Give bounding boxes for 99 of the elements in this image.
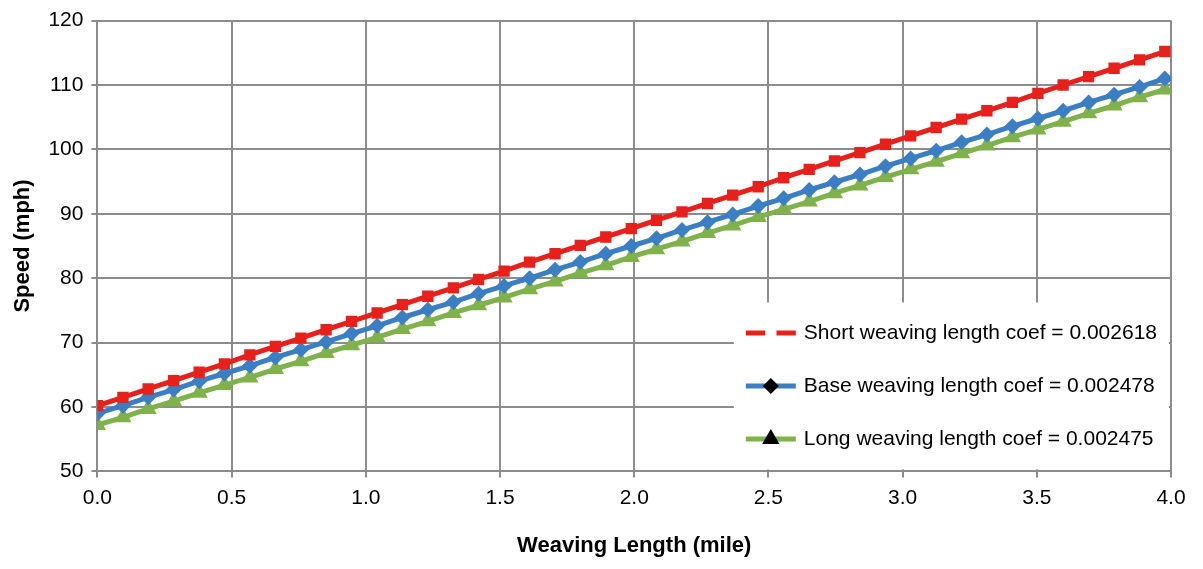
point [828, 155, 841, 167]
point [902, 150, 919, 167]
point [775, 190, 792, 207]
point [269, 340, 282, 353]
point [625, 222, 637, 235]
point [422, 290, 434, 302]
x-axis-title: Weaving Length (mile) [517, 531, 752, 557]
point [826, 174, 843, 191]
point [1057, 79, 1069, 91]
y-tick-label: 90 [60, 200, 84, 224]
point [981, 105, 993, 117]
point [778, 172, 790, 184]
point [1080, 94, 1097, 111]
y-axis-title: Speed (mph) [9, 179, 35, 313]
point [521, 270, 538, 287]
point [801, 181, 818, 198]
point [701, 197, 714, 210]
point [928, 142, 945, 159]
y-tick-label: 120 [48, 7, 84, 31]
point [1004, 118, 1021, 135]
point [699, 214, 716, 231]
point [117, 391, 129, 403]
point [1055, 102, 1072, 119]
point [193, 366, 205, 378]
point [292, 341, 309, 358]
point [879, 138, 892, 150]
point [724, 206, 741, 223]
point [956, 113, 968, 125]
point [1006, 96, 1019, 109]
legend-label: Base weaving length coef = 0.002478 [803, 372, 1155, 396]
point [597, 245, 614, 262]
point [295, 332, 307, 344]
point [1029, 110, 1046, 127]
point [978, 126, 995, 143]
x-tick-label: 3.0 [888, 484, 918, 508]
point [727, 189, 739, 201]
x-tick-label: 4.0 [1156, 484, 1186, 508]
point [470, 285, 487, 302]
y-tick-label: 110 [49, 71, 84, 95]
legend-label: Long weaving length coef = 0.002475 [803, 425, 1154, 449]
point [1082, 70, 1095, 83]
y-tick-label: 60 [60, 393, 84, 417]
point [168, 374, 180, 387]
point [396, 298, 408, 311]
point [445, 294, 462, 311]
point [1156, 70, 1171, 87]
point [320, 324, 332, 336]
point [523, 256, 536, 268]
point [1106, 86, 1123, 103]
point [547, 261, 564, 278]
point [343, 325, 360, 342]
point [676, 206, 688, 218]
point [318, 333, 335, 350]
point [1159, 45, 1171, 58]
point [600, 231, 612, 243]
point [750, 198, 767, 215]
point [1032, 87, 1044, 100]
point [851, 166, 868, 183]
point [142, 383, 154, 395]
x-tick-label: 2.5 [753, 484, 784, 508]
point [877, 158, 894, 175]
point [1131, 78, 1148, 95]
point [574, 239, 586, 252]
point [905, 130, 917, 142]
point [419, 301, 436, 318]
point [549, 248, 561, 260]
x-tick-label: 1.0 [351, 484, 381, 508]
point [1108, 62, 1120, 74]
point [345, 315, 358, 328]
x-tick-label: 0.5 [217, 484, 247, 508]
point [648, 230, 665, 247]
x-tick-label: 2.0 [619, 484, 649, 508]
legend-label: Short weaving length coef = 0.002618 [803, 319, 1158, 343]
x-tick-label: 3.5 [1022, 484, 1052, 508]
point [650, 214, 663, 226]
point [496, 277, 513, 294]
point [930, 121, 942, 134]
y-tick-label: 100 [48, 136, 84, 160]
point [394, 309, 411, 326]
y-tick-label: 80 [60, 265, 84, 288]
point [953, 134, 970, 151]
point [572, 254, 589, 271]
y-tick-label: 70 [60, 329, 84, 353]
point [752, 181, 764, 193]
x-tick-label: 0.0 [82, 484, 113, 508]
point [369, 317, 386, 334]
point [371, 307, 383, 319]
point [623, 238, 640, 254]
point [803, 163, 815, 176]
x-tick-label: 1.5 [485, 484, 515, 508]
point [472, 273, 485, 286]
point [218, 358, 231, 370]
y-tick-label: 50 [60, 458, 84, 482]
point [1133, 54, 1146, 66]
point [673, 221, 690, 238]
point [498, 265, 510, 277]
point [244, 349, 256, 361]
point [854, 146, 866, 159]
point [447, 282, 459, 294]
